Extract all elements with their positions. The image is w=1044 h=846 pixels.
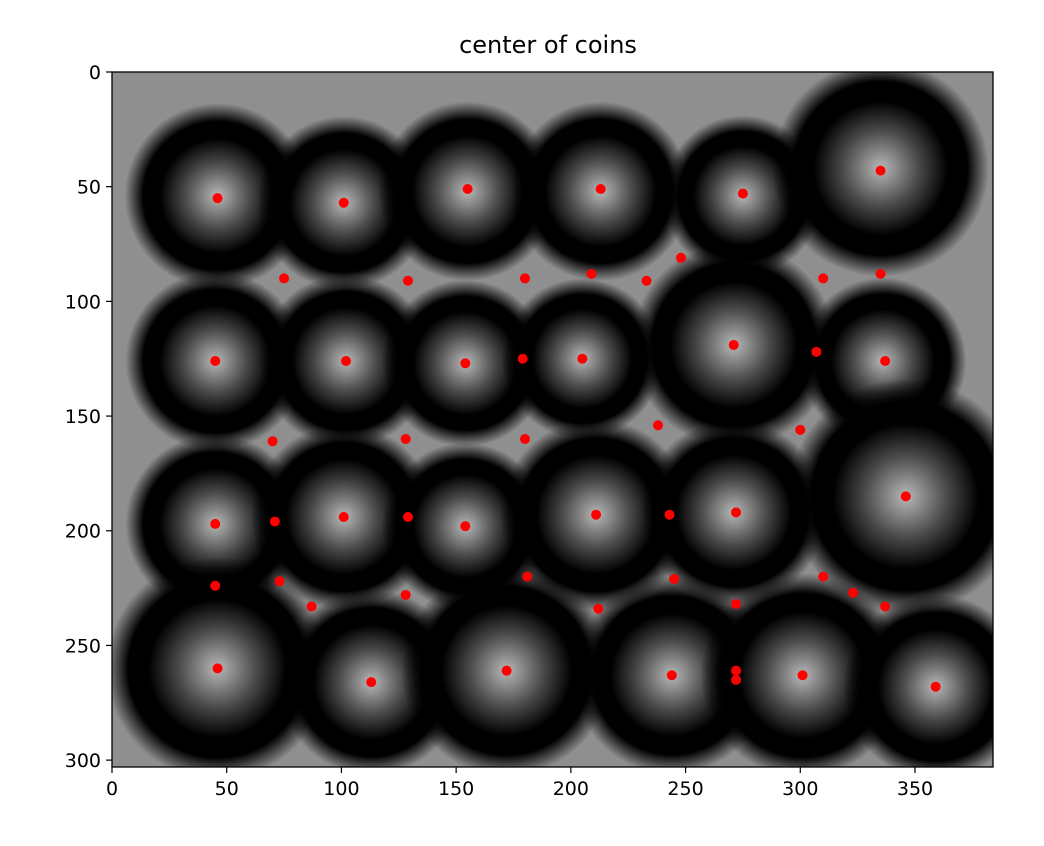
data-point-33: [664, 509, 675, 520]
coin-23: [842, 593, 993, 767]
x-tick-label-300: 300: [782, 778, 818, 800]
data-point-36: [210, 580, 221, 591]
data-point-30: [402, 511, 413, 522]
data-point-6: [279, 273, 290, 284]
data-point-49: [501, 665, 512, 676]
y-axis: 0 50 100 150 200 250 300: [65, 62, 112, 772]
point-layer: [210, 165, 941, 692]
data-point-28: [269, 516, 280, 527]
data-point-15: [341, 356, 352, 367]
x-tick-label-100: 100: [323, 778, 359, 800]
data-point-7: [402, 275, 413, 286]
x-tick-label-200: 200: [553, 778, 589, 800]
y-tick-label-50: 50: [77, 177, 101, 199]
data-point-22: [267, 436, 278, 447]
data-point-4: [737, 188, 748, 199]
data-point-47: [212, 663, 223, 674]
x-tick-label-0: 0: [106, 778, 118, 800]
y-tick-label-200: 200: [65, 521, 101, 543]
data-point-45: [848, 587, 859, 598]
data-point-29: [338, 511, 349, 522]
data-point-32: [591, 509, 602, 520]
data-point-48: [366, 677, 377, 688]
data-point-40: [522, 571, 533, 582]
data-point-14: [210, 356, 221, 367]
data-point-37: [274, 576, 285, 587]
coin-18: [112, 556, 330, 767]
x-axis: 0 50 100 150 200 250 300 350: [106, 767, 933, 800]
data-point-20: [811, 346, 822, 357]
data-point-26: [795, 424, 806, 435]
data-point-9: [586, 268, 597, 279]
coin-layer: [112, 72, 993, 767]
y-tick-label-250: 250: [65, 635, 101, 657]
data-point-24: [519, 433, 530, 444]
data-point-18: [577, 353, 588, 364]
data-point-41: [593, 603, 604, 614]
data-point-31: [460, 521, 471, 532]
plot-area: [112, 72, 993, 767]
data-point-38: [306, 601, 317, 612]
data-point-10: [641, 275, 652, 286]
data-point-34: [731, 507, 742, 518]
x-tick-label-350: 350: [897, 778, 933, 800]
x-tick-label-150: 150: [438, 778, 474, 800]
data-point-19: [728, 339, 739, 350]
data-point-39: [400, 589, 411, 600]
data-point-17: [517, 353, 528, 364]
data-point-27: [210, 518, 221, 529]
x-tick-label-50: 50: [215, 778, 239, 800]
data-point-25: [653, 420, 664, 431]
data-point-35: [900, 491, 911, 502]
data-point-54: [930, 681, 941, 692]
data-point-46: [880, 601, 891, 612]
data-point-52: [731, 674, 742, 685]
data-point-8: [519, 273, 530, 284]
data-point-42: [669, 573, 680, 584]
data-point-1: [338, 197, 349, 208]
data-point-53: [797, 670, 808, 681]
data-point-51: [731, 665, 742, 676]
plot-frame: [111, 71, 994, 768]
data-point-43: [731, 599, 742, 610]
data-point-11: [675, 252, 686, 263]
coin-17: [788, 378, 993, 615]
y-tick-label-150: 150: [65, 406, 101, 428]
y-tick-label-100: 100: [65, 291, 101, 313]
data-point-12: [818, 273, 829, 284]
data-point-3: [595, 183, 606, 194]
y-tick-label-300: 300: [65, 750, 101, 772]
data-point-23: [400, 433, 411, 444]
data-point-2: [462, 183, 473, 194]
chart-title: center of coins: [459, 31, 637, 59]
x-tick-label-250: 250: [667, 778, 703, 800]
data-point-21: [880, 356, 891, 367]
data-point-0: [212, 193, 223, 204]
data-point-50: [666, 670, 677, 681]
data-point-13: [875, 268, 886, 279]
y-tick-label-0: 0: [89, 62, 101, 84]
data-point-5: [875, 165, 886, 176]
data-point-44: [818, 571, 829, 582]
data-point-16: [460, 358, 471, 369]
